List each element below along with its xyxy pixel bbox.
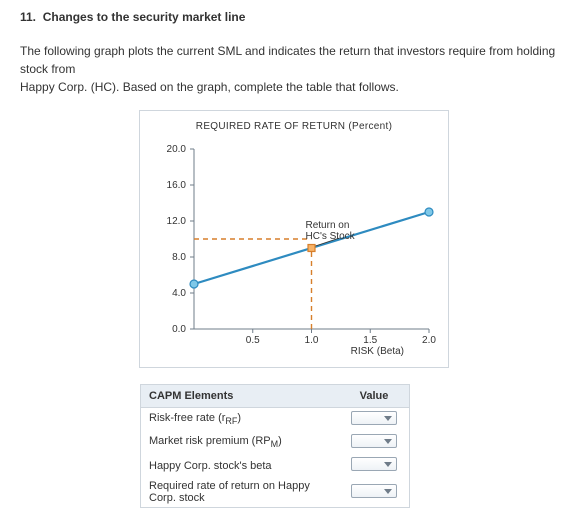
chart-y-axis-title: REQUIRED RATE OF RETURN (Percent) [146, 121, 442, 132]
intro-text: The following graph plots the current SM… [20, 42, 568, 96]
chart-area: 0.0 4.0 8.0 12.0 16.0 20.0 0.5 1.0 1.5 2.0 Return… [149, 134, 439, 344]
capm-row-label: Happy Corp. stock's beta [141, 454, 339, 477]
svg-text:1.0: 1.0 [305, 335, 319, 344]
capm-row: Market risk premium (RPM) [141, 431, 409, 454]
svg-text:4.0: 4.0 [172, 288, 186, 299]
capm-row-label: Market risk premium (RPM) [141, 431, 339, 454]
sml-chart-frame: REQUIRED RATE OF RETURN (Percent) 0.0 4.0… [139, 110, 449, 368]
capm-row-value-cell [339, 454, 409, 477]
intro-line-2: Happy Corp. (HC). Based on the graph, co… [20, 80, 399, 94]
value-dropdown[interactable] [351, 411, 397, 425]
svg-text:8.0: 8.0 [172, 252, 186, 263]
chart-x-axis-title: RISK (Beta) [146, 346, 442, 357]
capm-row-value-cell [339, 408, 409, 432]
capm-row: Risk-free rate (rRF) [141, 408, 409, 432]
svg-text:0.5: 0.5 [246, 335, 260, 344]
svg-text:20.0: 20.0 [167, 144, 187, 155]
question-title: Changes to the security market line [43, 10, 246, 24]
sml-chart: 0.0 4.0 8.0 12.0 16.0 20.0 0.5 1.0 1.5 2.0 [149, 134, 439, 344]
capm-header-left: CAPM Elements [141, 385, 339, 408]
capm-table: CAPM Elements Value Risk-free rate (rRF)… [141, 385, 409, 507]
capm-header-right: Value [339, 385, 409, 408]
svg-text:12.0: 12.0 [167, 216, 187, 227]
svg-text:1.5: 1.5 [363, 335, 377, 344]
value-dropdown[interactable] [351, 457, 397, 471]
capm-table-frame: CAPM Elements Value Risk-free rate (rRF)… [140, 384, 410, 508]
intro-line-1: The following graph plots the current SM… [20, 44, 555, 76]
value-dropdown[interactable] [351, 434, 397, 448]
capm-row-label: Required rate of return on Happy Corp. s… [141, 477, 339, 507]
svg-text:0.0: 0.0 [172, 324, 186, 335]
capm-row-value-cell [339, 431, 409, 454]
capm-row-label: Risk-free rate (rRF) [141, 408, 339, 432]
value-dropdown[interactable] [351, 484, 397, 498]
capm-row: Happy Corp. stock's beta [141, 454, 409, 477]
question-number: 11. [20, 10, 36, 24]
svg-text:16.0: 16.0 [167, 180, 187, 191]
capm-row: Required rate of return on Happy Corp. s… [141, 477, 409, 507]
hc-stock-callout: Return onHC's Stock [306, 220, 355, 242]
svg-text:2.0: 2.0 [422, 335, 436, 344]
capm-row-value-cell [339, 477, 409, 507]
question-heading: 11. Changes to the security market line [20, 10, 568, 24]
